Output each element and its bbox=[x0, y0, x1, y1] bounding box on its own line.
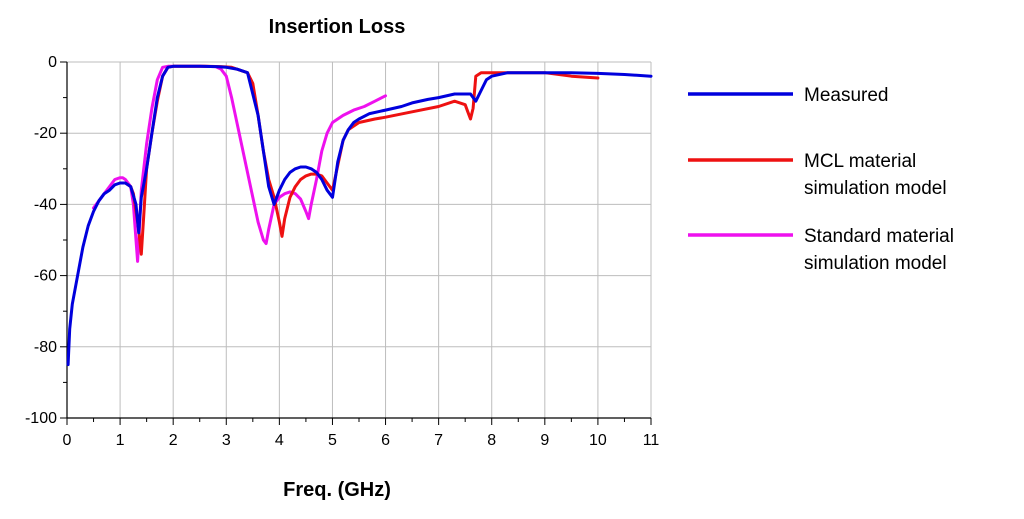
x-tick-label: 9 bbox=[540, 432, 549, 449]
y-tick-label: -20 bbox=[34, 125, 57, 142]
x-tick-label: 8 bbox=[487, 432, 496, 449]
y-tick-label: -80 bbox=[34, 339, 57, 356]
series-line-measured bbox=[66, 64, 653, 367]
x-tick-label: 6 bbox=[381, 432, 390, 449]
x-tick-label: 1 bbox=[116, 432, 125, 449]
x-tick-label: 5 bbox=[328, 432, 337, 449]
x-tick-label: 0 bbox=[63, 432, 72, 449]
chart-title: Insertion Loss bbox=[269, 16, 406, 38]
tick-labels: 0 1 2 3 4 5 6 7 8 9 10 11 0 -20 -40 -60 -80 -100 bbox=[25, 54, 659, 449]
y-tick-label: -40 bbox=[34, 196, 57, 213]
x-tick-label: 3 bbox=[222, 432, 231, 449]
legend: Measured MCL material simulation model Stan… bbox=[688, 85, 954, 274]
y-tick-label: -60 bbox=[34, 268, 57, 285]
y-tick-label: -100 bbox=[25, 410, 57, 427]
x-tick-label: 2 bbox=[169, 432, 178, 449]
legend-label-standard-material: Standard material simulation model bbox=[804, 226, 954, 274]
x-tick-label: 10 bbox=[589, 432, 607, 449]
x-tick-label: 7 bbox=[434, 432, 443, 449]
legend-label-mcl-material: MCL material simulation model bbox=[804, 151, 947, 199]
x-tick-label: 4 bbox=[275, 432, 284, 449]
legend-label-measured: Measured bbox=[804, 85, 889, 106]
series-lines bbox=[66, 64, 653, 367]
x-axis-label: Freq. (GHz) bbox=[283, 479, 391, 501]
y-tick-label: 0 bbox=[48, 54, 57, 71]
x-tick-label: 11 bbox=[643, 432, 660, 449]
